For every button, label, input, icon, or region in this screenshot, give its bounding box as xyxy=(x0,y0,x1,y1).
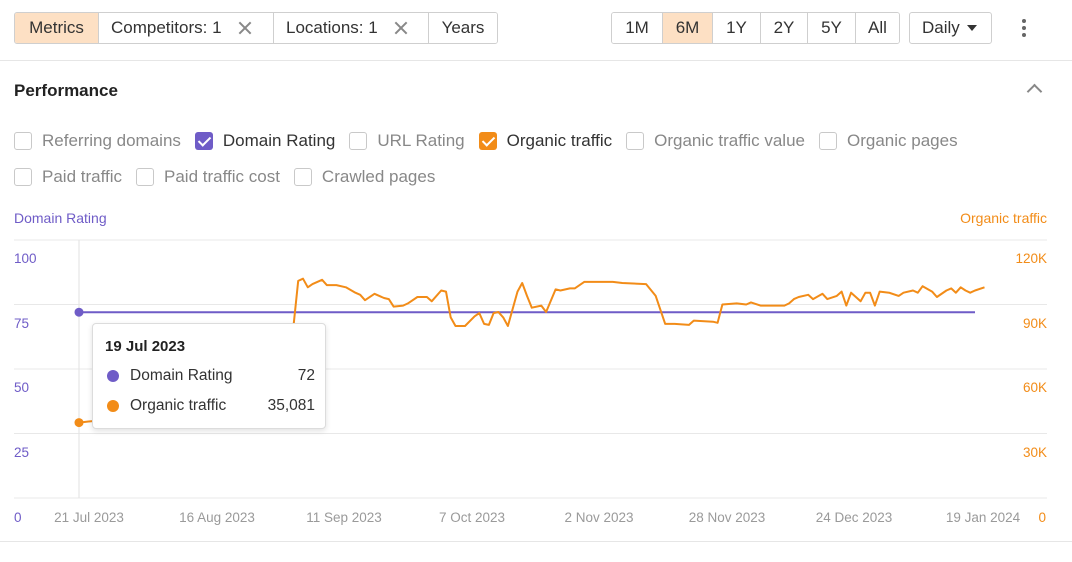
years-tab[interactable]: Years xyxy=(428,13,497,43)
range-1m-button[interactable]: 1M xyxy=(612,13,662,43)
metric-option-crawled-pages[interactable]: Crawled pages xyxy=(293,167,436,187)
x-tick-label: 16 Aug 2023 xyxy=(179,510,255,525)
right-tick-label: 0 xyxy=(1038,510,1046,525)
checkbox-icon[interactable] xyxy=(819,132,837,150)
interval-dropdown[interactable]: Daily xyxy=(909,12,992,44)
filter-bar: Metrics Competitors: 1 Locations: 1 Year… xyxy=(14,12,498,44)
metric-option-organic-traffic[interactable]: Organic traffic xyxy=(478,131,613,151)
checkbox-checked-icon[interactable] xyxy=(194,132,213,150)
left-tick-label: 0 xyxy=(14,510,22,525)
chart-tooltip: 19 Jul 2023 Domain Rating 72 Organic tra… xyxy=(92,323,326,429)
right-tick-label: 60K xyxy=(1022,380,1047,395)
metric-option-label: Crawled pages xyxy=(321,167,436,186)
left-tick-label: 50 xyxy=(14,380,30,395)
tooltip-label: Domain Rating xyxy=(130,367,233,384)
metric-option-label: Organic traffic xyxy=(506,131,613,150)
left-axis-title: Domain Rating xyxy=(14,210,107,226)
metric-option-label: Paid traffic cost xyxy=(164,167,280,186)
metric-options-row-1: Referring domains Domain Rating URL Rating… xyxy=(14,131,972,151)
competitors-label: Competitors: 1 xyxy=(111,18,222,37)
checkbox-icon[interactable] xyxy=(14,168,32,186)
right-tick-label: 120K xyxy=(1015,251,1047,266)
range-1y-button[interactable]: 1Y xyxy=(712,13,760,43)
series-point-domain-rating xyxy=(74,307,84,317)
series-dot-icon xyxy=(107,370,119,382)
tooltip-row-organic-traffic: Organic traffic 35,081 xyxy=(107,397,315,415)
range-all-button[interactable]: All xyxy=(855,13,899,43)
left-tick-label: 100 xyxy=(14,251,37,266)
x-tick-label: 2 Nov 2023 xyxy=(564,510,634,525)
range-5y-button[interactable]: 5Y xyxy=(807,13,855,43)
x-tick-label: 11 Sep 2023 xyxy=(306,510,382,525)
locations-filter[interactable]: Locations: 1 xyxy=(273,13,428,43)
metric-option-paid-traffic[interactable]: Paid traffic xyxy=(14,167,122,187)
x-tick-label: 7 Oct 2023 xyxy=(438,510,506,525)
x-tick-label: 28 Nov 2023 xyxy=(688,510,766,525)
metric-option-label: URL Rating xyxy=(377,131,465,150)
series-line-organic-traffic xyxy=(78,277,985,424)
checkbox-icon[interactable] xyxy=(14,132,32,150)
metric-option-referring-domains[interactable]: Referring domains xyxy=(14,131,181,151)
divider xyxy=(0,541,1072,542)
checkbox-checked-icon[interactable] xyxy=(478,132,497,150)
metric-option-organic-pages[interactable]: Organic pages xyxy=(819,131,958,151)
metric-options-row-2: Paid traffic Paid traffic cost Crawled pag… xyxy=(14,167,449,187)
range-2y-button[interactable]: 2Y xyxy=(760,13,807,43)
metric-option-url-rating[interactable]: URL Rating xyxy=(349,131,465,151)
metric-option-label: Paid traffic xyxy=(42,167,123,186)
metric-option-domain-rating[interactable]: Domain Rating xyxy=(194,131,336,151)
interval-label: Daily xyxy=(922,18,960,37)
divider xyxy=(0,60,1072,61)
tooltip-value: 35,081 xyxy=(267,397,315,414)
left-tick-label: 25 xyxy=(14,444,30,460)
section-title: Performance xyxy=(14,81,118,100)
x-tick-label: 21 Jul 2023 xyxy=(54,510,124,525)
x-tick-label: 19 Jan 2024 xyxy=(945,510,1021,525)
tooltip-label: Organic traffic xyxy=(130,397,227,414)
tooltip-date: 19 Jul 2023 xyxy=(105,338,186,355)
checkbox-icon[interactable] xyxy=(349,132,368,150)
right-axis-title: Organic traffic xyxy=(960,210,1047,226)
metric-option-label: Organic pages xyxy=(847,131,958,150)
metrics-tab[interactable]: Metrics xyxy=(15,13,98,43)
left-tick-label: 75 xyxy=(14,315,30,331)
metric-option-label: Organic traffic value xyxy=(654,131,805,150)
series-point-organic-traffic xyxy=(74,418,84,428)
toolbar: Metrics Competitors: 1 Locations: 1 Year… xyxy=(0,0,1072,60)
checkbox-icon[interactable] xyxy=(293,168,312,186)
range-6m-button[interactable]: 6M xyxy=(662,13,712,43)
more-options-icon[interactable] xyxy=(1016,17,1032,39)
tooltip-value: 72 xyxy=(297,367,315,384)
checkbox-icon[interactable] xyxy=(626,132,645,150)
range-selector: 1M 6M 1Y 2Y 5Y All xyxy=(611,12,900,44)
metric-option-paid-traffic-cost[interactable]: Paid traffic cost xyxy=(136,167,280,187)
right-tick-label: 30K xyxy=(1022,444,1047,460)
checkbox-icon[interactable] xyxy=(136,168,155,186)
metric-option-label: Referring domains xyxy=(42,131,181,150)
right-tick-label: 90K xyxy=(1022,315,1047,331)
competitors-filter[interactable]: Competitors: 1 xyxy=(98,13,273,43)
x-tick-label: 24 Dec 2023 xyxy=(815,510,893,525)
locations-label: Locations: 1 xyxy=(286,18,378,37)
tooltip-row-domain-rating: Domain Rating 72 xyxy=(107,367,315,385)
series-dot-icon xyxy=(107,400,119,412)
metric-option-organic-traffic-value[interactable]: Organic traffic value xyxy=(626,131,805,151)
metric-option-label: Domain Rating xyxy=(222,131,336,150)
caret-down-icon xyxy=(966,25,977,31)
